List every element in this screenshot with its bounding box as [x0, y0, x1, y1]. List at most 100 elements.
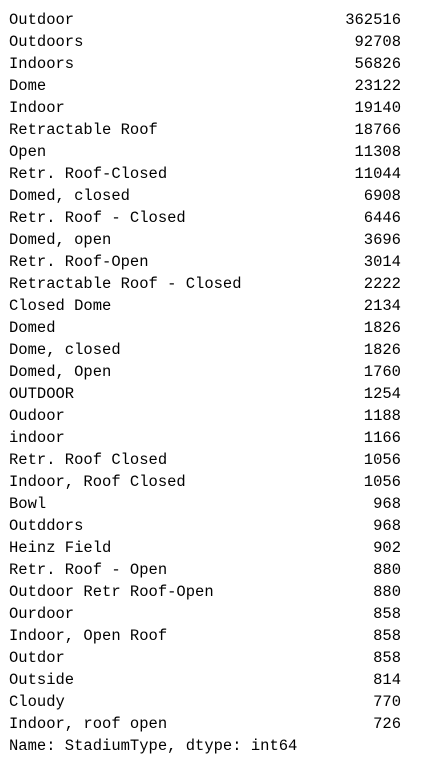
row-label: Outdoor — [9, 11, 75, 29]
value-counts-list: Outdoor 362516 Outdoors 92708 Indoors 56826 Do… — [9, 9, 401, 735]
series-row: Outside 814 — [9, 669, 401, 691]
row-label: OUTDOOR — [9, 385, 75, 403]
series-row: OUTDOOR 1254 — [9, 383, 401, 405]
row-label: Dome, closed — [9, 341, 121, 359]
row-label: Oudoor — [9, 407, 65, 425]
row-label: Outside — [9, 671, 75, 689]
row-value: 2134 — [363, 297, 401, 315]
row-value: 858 — [373, 627, 401, 645]
row-label: Heinz Field — [9, 539, 112, 557]
row-value: 902 — [373, 539, 401, 557]
row-value: 1826 — [363, 319, 401, 337]
series-row: Indoor, roof open 726 — [9, 713, 401, 735]
row-value: 6446 — [363, 209, 401, 227]
row-value: 814 — [373, 671, 401, 689]
row-value: 56826 — [354, 55, 401, 73]
series-footer: Name: StadiumType, dtype: int64 — [9, 737, 298, 755]
row-value: 968 — [373, 517, 401, 535]
row-label: Cloudy — [9, 693, 65, 711]
row-value: 23122 — [354, 77, 401, 95]
series-row: Heinz Field 902 — [9, 537, 401, 559]
row-value: 1166 — [363, 429, 401, 447]
row-label: Domed, Open — [9, 363, 112, 381]
row-value: 858 — [373, 649, 401, 667]
row-label: Retr. Roof - Open — [9, 561, 168, 579]
row-value: 1056 — [363, 473, 401, 491]
row-label: Domed, open — [9, 231, 112, 249]
row-label: indoor — [9, 429, 65, 447]
series-row: Dome 23122 — [9, 75, 401, 97]
row-value: 1760 — [363, 363, 401, 381]
series-row: Cloudy 770 — [9, 691, 401, 713]
row-label: Indoor — [9, 99, 65, 117]
row-value: 1254 — [363, 385, 401, 403]
series-row: Domed, Open 1760 — [9, 361, 401, 383]
series-row: Outdoors 92708 — [9, 31, 401, 53]
row-label: Outdoor Retr Roof-Open — [9, 583, 214, 601]
row-value: 18766 — [354, 121, 401, 139]
row-value: 6908 — [363, 187, 401, 205]
row-label: Ourdoor — [9, 605, 75, 623]
series-row: Retr. Roof-Closed 11044 — [9, 163, 401, 185]
series-row: Outddors 968 — [9, 515, 401, 537]
series-row: Outdoor Retr Roof-Open 880 — [9, 581, 401, 603]
series-row: Retr. Roof Closed 1056 — [9, 449, 401, 471]
series-row: Outdoor 362516 — [9, 9, 401, 31]
row-label: Outdoors — [9, 33, 84, 51]
row-label: Retr. Roof-Open — [9, 253, 149, 271]
row-label: Bowl — [9, 495, 47, 513]
row-value: 3696 — [363, 231, 401, 249]
row-value: 11044 — [354, 165, 401, 183]
row-value: 1188 — [363, 407, 401, 425]
series-row: Indoors 56826 — [9, 53, 401, 75]
row-value: 19140 — [354, 99, 401, 117]
row-value: 880 — [373, 561, 401, 579]
row-value: 1826 — [363, 341, 401, 359]
series-row: Retractable Roof - Closed 2222 — [9, 273, 401, 295]
row-value: 3014 — [363, 253, 401, 271]
series-row: Retr. Roof - Open 880 — [9, 559, 401, 581]
series-row: Retr. Roof - Closed 6446 — [9, 207, 401, 229]
series-row: Oudoor 1188 — [9, 405, 401, 427]
series-row: Domed 1826 — [9, 317, 401, 339]
series-row: Retractable Roof 18766 — [9, 119, 401, 141]
row-label: Outddors — [9, 517, 84, 535]
row-value: 858 — [373, 605, 401, 623]
row-label: Retr. Roof - Closed — [9, 209, 186, 227]
row-label: Indoor, roof open — [9, 715, 168, 733]
row-label: Retractable Roof — [9, 121, 158, 139]
series-row: Indoor 19140 — [9, 97, 401, 119]
row-label: Indoors — [9, 55, 75, 73]
row-label: Closed Dome — [9, 297, 112, 315]
row-value: 726 — [373, 715, 401, 733]
series-row: Domed, open 3696 — [9, 229, 401, 251]
series-row: Outdor 858 — [9, 647, 401, 669]
row-value: 968 — [373, 495, 401, 513]
series-row: Indoor, Roof Closed 1056 — [9, 471, 401, 493]
row-label: Domed — [9, 319, 56, 337]
series-output: Outdoor 362516 Outdoors 92708 Indoors 56826 Do… — [9, 9, 401, 757]
row-value: 1056 — [363, 451, 401, 469]
row-label: Retr. Roof-Closed — [9, 165, 168, 183]
row-label: Retractable Roof - Closed — [9, 275, 242, 293]
series-row: Closed Dome 2134 — [9, 295, 401, 317]
series-row: indoor 1166 — [9, 427, 401, 449]
row-value: 770 — [373, 693, 401, 711]
row-label: Domed, closed — [9, 187, 130, 205]
row-label: Dome — [9, 77, 47, 95]
row-value: 2222 — [363, 275, 401, 293]
row-label: Indoor, Roof Closed — [9, 473, 186, 491]
row-label: Open — [9, 143, 47, 161]
series-row: Dome, closed 1826 — [9, 339, 401, 361]
row-value: 362516 — [345, 11, 401, 29]
series-row: Ourdoor 858 — [9, 603, 401, 625]
series-row: Bowl 968 — [9, 493, 401, 515]
series-row: Indoor, Open Roof 858 — [9, 625, 401, 647]
series-row: Retr. Roof-Open 3014 — [9, 251, 401, 273]
row-value: 92708 — [354, 33, 401, 51]
row-label: Retr. Roof Closed — [9, 451, 168, 469]
row-label: Indoor, Open Roof — [9, 627, 168, 645]
row-value: 880 — [373, 583, 401, 601]
row-value: 11308 — [354, 143, 401, 161]
series-row: Open 11308 — [9, 141, 401, 163]
